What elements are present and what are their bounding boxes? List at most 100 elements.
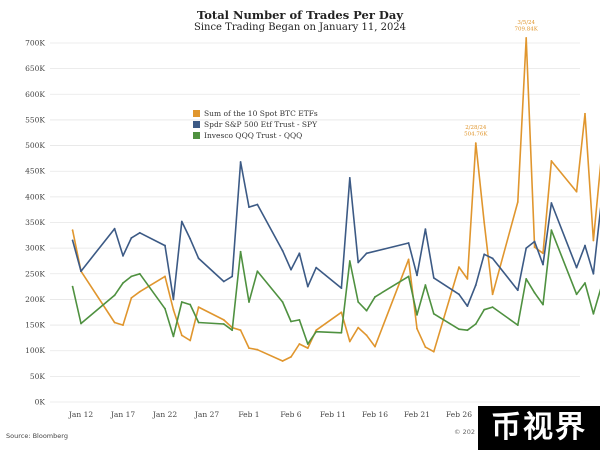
legend-label-spy: Spdr S&P 500 Etf Trust - SPY xyxy=(204,120,318,129)
data-point-qqq xyxy=(542,303,544,306)
x-tick-label: Feb 26 xyxy=(446,410,472,419)
legend-item-spy: Spdr S&P 500 Etf Trust - SPY xyxy=(193,119,318,130)
data-point-spy xyxy=(340,287,343,290)
legend-swatch-qqq xyxy=(193,132,200,139)
data-point-qqq xyxy=(315,330,318,333)
data-point-btc xyxy=(407,258,410,261)
data-point-spy xyxy=(248,206,250,209)
data-point-btc xyxy=(575,190,578,193)
x-tick-label: Feb 1 xyxy=(238,410,259,419)
data-point-btc xyxy=(466,278,469,280)
data-point-btc xyxy=(491,293,494,296)
data-point-qqq xyxy=(80,322,82,325)
data-point-btc xyxy=(542,252,544,255)
data-point-qqq xyxy=(575,293,578,296)
data-point-qqq xyxy=(340,331,343,334)
data-point-qqq xyxy=(180,301,183,303)
data-point-btc xyxy=(374,345,376,348)
data-point-spy xyxy=(122,254,124,257)
data-point-qqq xyxy=(122,282,124,284)
data-point-qqq xyxy=(306,343,309,345)
data-point-btc xyxy=(592,239,595,242)
data-point-spy xyxy=(525,247,528,250)
data-point-spy xyxy=(256,203,259,206)
y-tick-label: 400K xyxy=(25,192,45,201)
data-point-qqq xyxy=(172,335,175,338)
y-tick-label: 350K xyxy=(25,218,45,227)
data-point-btc xyxy=(365,334,368,337)
data-point-qqq xyxy=(458,328,460,331)
y-tick-label: 150K xyxy=(25,321,45,330)
data-point-btc xyxy=(180,334,183,337)
data-point-spy xyxy=(491,257,494,260)
data-point-qqq xyxy=(298,319,301,321)
data-point-spy xyxy=(138,231,141,234)
data-point-qqq xyxy=(197,321,200,324)
y-tick-label: 450K xyxy=(25,167,45,176)
data-point-qqq xyxy=(113,294,116,297)
y-tick-label: 500K xyxy=(25,141,45,150)
data-point-btc xyxy=(357,326,360,329)
data-point-btc xyxy=(483,221,486,224)
legend-swatch-spy xyxy=(193,121,200,128)
legend-item-qqq: Invesco QQQ Trust - QQQ xyxy=(193,130,318,141)
x-tick-label: Feb 11 xyxy=(320,410,346,419)
data-point-spy xyxy=(575,266,578,269)
data-point-btc xyxy=(340,311,343,314)
data-point-spy xyxy=(189,238,192,240)
data-point-spy xyxy=(130,236,133,239)
data-point-qqq xyxy=(138,272,141,275)
data-point-spy xyxy=(550,202,553,204)
data-label-btc: 504.76K xyxy=(464,132,488,138)
data-point-qqq xyxy=(71,285,74,288)
data-point-btc xyxy=(432,350,435,353)
data-point-btc xyxy=(458,266,460,269)
data-point-qqq xyxy=(374,295,376,298)
series-line-qqq xyxy=(71,229,600,345)
x-tick-label: Feb 16 xyxy=(362,410,388,419)
y-tick-label: 550K xyxy=(25,115,45,124)
chart-subtitle: Since Trading Began on January 11, 2024 xyxy=(193,22,407,33)
data-point-qqq xyxy=(290,320,292,323)
y-tick-label: 250K xyxy=(25,269,45,278)
data-point-btc xyxy=(172,308,175,311)
data-point-spy xyxy=(483,253,486,256)
data-point-spy xyxy=(290,268,292,271)
x-tick-label: Jan 17 xyxy=(110,410,135,419)
data-point-btc xyxy=(290,355,292,358)
data-point-qqq xyxy=(248,301,250,303)
data-point-qqq xyxy=(189,303,192,306)
data-point-btc xyxy=(306,347,309,350)
y-tick-label: 300K xyxy=(25,244,45,253)
legend-label-qqq: Invesco QQQ Trust - QQQ xyxy=(204,131,303,140)
data-point-qqq xyxy=(407,275,410,278)
data-point-btc xyxy=(516,201,519,203)
data-point-spy xyxy=(466,305,469,307)
data-point-spy xyxy=(197,257,200,260)
data-point-spy xyxy=(516,289,519,292)
data-point-spy xyxy=(315,266,318,269)
y-tick-label: 650K xyxy=(25,64,45,73)
data-point-spy xyxy=(80,270,82,273)
y-tick-label: 0K xyxy=(35,398,46,407)
data-point-qqq xyxy=(525,278,528,280)
copyright-note: © 202 xyxy=(454,428,475,436)
data-point-spy xyxy=(357,261,360,264)
data-point-spy xyxy=(592,272,595,275)
y-tick-label: 700K xyxy=(25,39,45,48)
data-point-btc xyxy=(197,306,200,309)
data-point-spy xyxy=(542,263,544,266)
chart-title: Total Number of Trades Per Day xyxy=(196,8,404,22)
data-point-qqq xyxy=(466,329,469,332)
data-point-spy xyxy=(584,244,586,247)
data-point-spy xyxy=(348,176,351,179)
data-point-btc xyxy=(416,327,418,330)
data-point-qqq xyxy=(432,312,435,315)
data-point-btc xyxy=(281,360,284,362)
data-point-btc xyxy=(189,339,192,342)
x-tick-label: Jan 22 xyxy=(152,410,177,419)
data-point-qqq xyxy=(483,308,486,311)
data-label-btc: 709.84K xyxy=(515,26,539,32)
data-point-spy xyxy=(424,228,427,231)
